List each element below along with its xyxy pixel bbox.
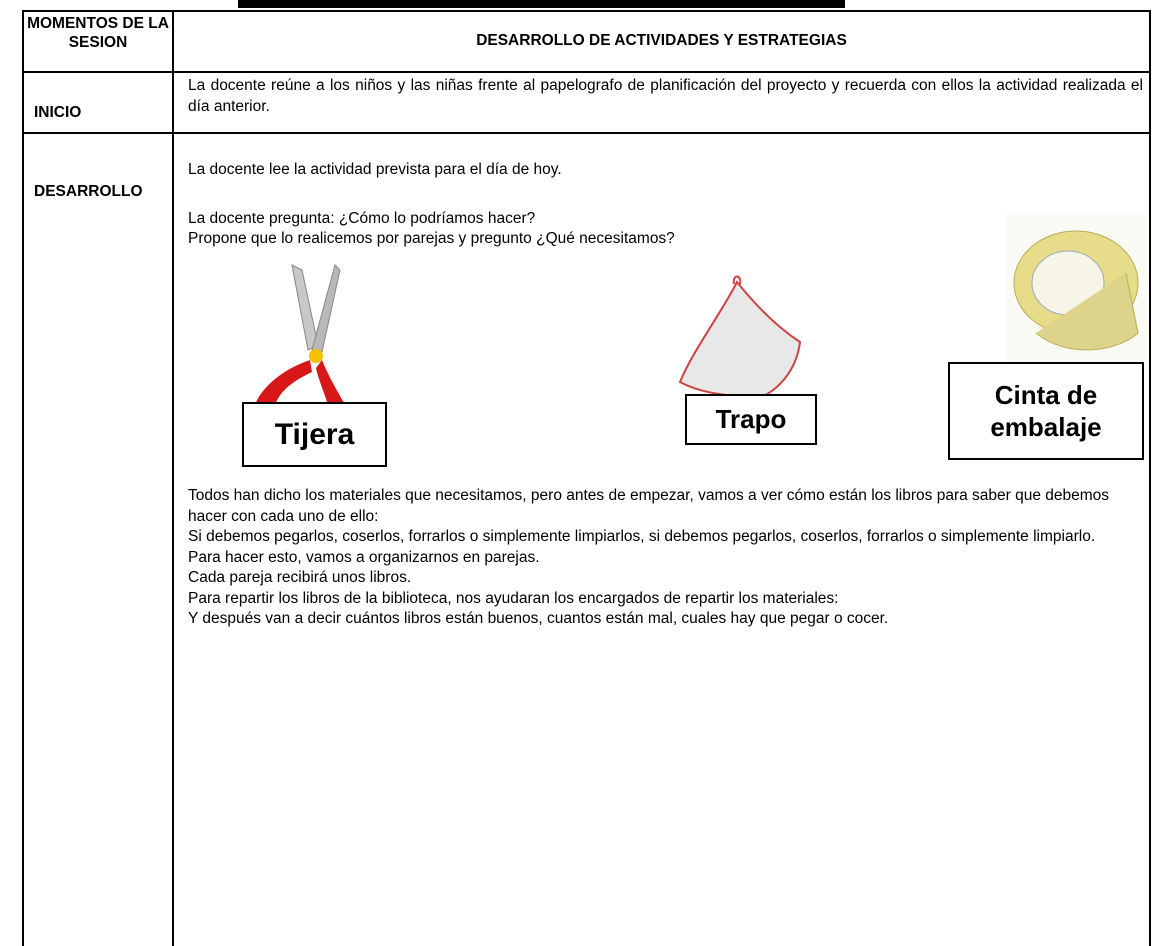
header-col2: DESARROLLO DE ACTIVIDADES Y ESTRATEGIAS [476,32,847,49]
paragraph: La docente reúne a los niños y las niñas… [188,77,1143,115]
paragraph: Si debemos pegarlos, coserlos, forrarlos… [188,528,1096,545]
tape-image [1006,213,1146,363]
table-border [22,71,1151,73]
table-border [172,10,174,946]
material-label: Tijera [242,402,387,467]
table-border [22,132,1151,134]
header-col1: MOMENTOS DE LA SESION [27,15,169,51]
material-label: Cinta de embalaje [948,362,1144,460]
row-label: DESARROLLO [34,183,143,200]
table-border [22,10,1151,12]
paragraph: La docente pregunta: ¿Cómo lo podríamos … [188,210,536,227]
paragraphs: Todos han dicho los materiales que neces… [188,486,1148,630]
paragraph: Propone que lo realicemos por parejas y … [188,230,675,247]
cloth-image [678,275,802,399]
paragraph: Y después van a decir cuántos libros est… [188,610,889,627]
paragraph: Cada pareja recibirá unos libros. [188,569,412,586]
material-label: Trapo [685,394,817,445]
paragraph: Todos han dicho los materiales que neces… [188,487,1110,525]
title-remnant [238,0,845,8]
paragraph: Para repartir los libros de la bibliotec… [188,589,839,607]
row-label: INICIO [34,104,82,121]
table-border [22,10,24,946]
scissors-image [255,264,345,405]
paragraph: La docente lee la actividad prevista par… [188,161,562,178]
table-border [1149,10,1151,946]
paragraph: Para hacer esto, vamos a organizarnos en… [188,548,540,566]
